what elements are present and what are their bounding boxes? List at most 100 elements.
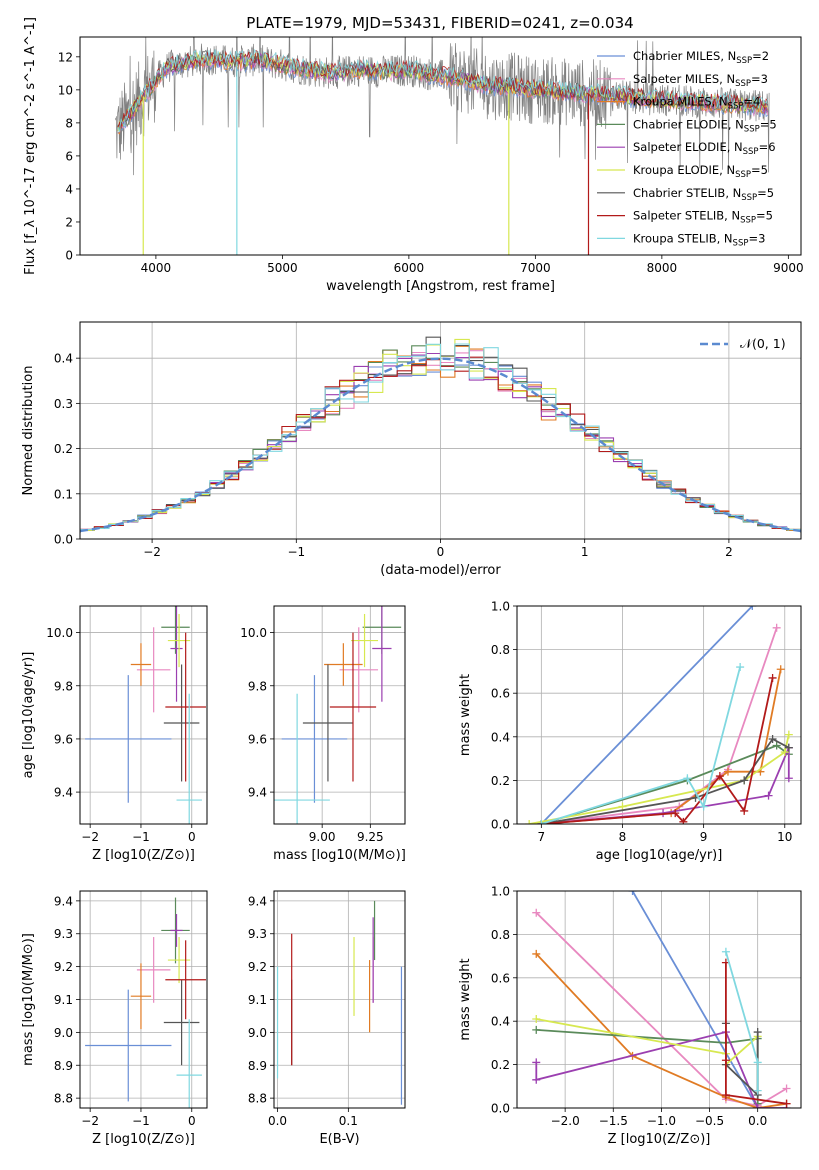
grid-lines [80,891,207,1108]
weight-series-kroupa_stelib [721,947,762,1095]
x-tick-label: −2 [81,1114,99,1128]
weight-line [541,677,774,824]
legend-sub: SSP [744,124,760,134]
plot-area [115,37,770,255]
weight-marker [532,949,541,958]
weight-marker [736,663,745,672]
weight-marker [772,623,781,632]
weight-marker [740,806,749,815]
legend-label-kroupa_elodie: Kroupa ELODIE, NSSP=5 [633,163,768,180]
y-tick-label: 0.0 [491,1102,510,1116]
x-tick-label: −1 [132,830,150,844]
legend-name: Kroupa ELODIE, N [633,163,735,177]
weight-line [631,891,759,1108]
y-tick-label: 0.1 [54,487,73,501]
weight-marker [721,1090,730,1099]
y-tick-label: 0.4 [491,1015,510,1029]
x-tick-label: −1 [132,1114,150,1128]
legend-label-salpeter_stelib: Salpeter STELIB, NSSP=5 [633,209,773,226]
weight-marker [768,734,777,743]
y-tick-label: 0.3 [54,397,73,411]
weight-series-kroupa_stelib [537,663,745,824]
y-tick-label: 0.6 [491,971,510,985]
errorbar-kroupa_stelib [176,693,202,824]
legend-label-gaussian: 𝒩(0, 1) [740,336,786,351]
errorbar-salpeter_stelib [165,940,206,1020]
errorbar-chabrier_stelib [163,979,200,1066]
legend-eq: =5 [760,117,777,131]
legend-name: Salpeter ELODIE, N [633,140,743,154]
y-tick-label: 9.1 [54,993,73,1007]
weight-marker [532,1075,541,1084]
weight-marker [537,820,546,824]
chart-residual-histogram: −2 −1 0 1 2 0.0 0.1 0.2 0.3 0.4 (data-model)/error… [21,321,802,578]
errorbar-kroupa_elodie [167,937,191,984]
errorbar-kroupa_miles [130,643,152,686]
y-tick-label: 9.8 [248,679,267,693]
axes-frame [516,890,802,1109]
y-tick-label: 9.8 [54,679,73,693]
legend-label-chabrier_miles: Chabrier MILES, NSSP=2 [633,49,769,66]
axes-frame [79,321,802,540]
legend-name: Kroupa STELIB, N [633,231,733,245]
x-tick-label: 0.0 [268,1114,287,1128]
x-tick-label: 2 [725,545,733,559]
y-tick-label: 9.4 [54,894,73,908]
errorbar-salpeter_miles [136,937,171,1003]
y-tick-label: 8.9 [248,1059,267,1073]
x-tick-label: 9.00 [309,830,336,844]
y-tick-label: 0.8 [491,928,510,942]
errorbar-chabrier_miles [85,675,172,803]
legend-name: Chabrier ELODIE, N [633,117,744,131]
x-tick-label: −0.5 [695,1114,724,1128]
weight-marker [753,1104,762,1108]
weight-marker [628,891,637,895]
legend-eq: =5 [756,209,773,223]
y-tick-label: 0.8 [491,643,510,657]
legend-eq: =2 [752,49,769,63]
plot-area [85,897,206,1108]
plot-area [274,606,402,824]
y-tick-label: 12 [58,50,73,64]
gaussian-curve [80,357,801,533]
legend-name: Salpeter STELIB, N [633,209,740,223]
y-tick-label: 0.0 [491,818,510,832]
errorbar-chabrier_stelib [163,664,200,782]
figure-title: PLATE=1979, MJD=53431, FIBERID=0241, z=0… [246,14,633,32]
weight-marker [753,1028,762,1037]
y-tick-label: 9.0 [248,1026,267,1040]
y-tick-label: 10 [58,83,73,97]
y-tick-label: 9.3 [54,927,73,941]
weight-marker [532,1015,541,1024]
axes-frame [273,605,406,825]
x-tick-label: 0 [188,1114,196,1128]
legend-name: Kroupa MILES, N [633,95,728,109]
weight-marker [683,774,692,783]
y-tick-label: 4 [65,182,73,196]
legend-label-salpeter_elodie: Salpeter ELODIE, NSSP=6 [633,140,776,157]
weight-marker [764,791,773,800]
errorbar-salpeter_miles [339,627,379,713]
x-tick-label: 8 [619,830,627,844]
weight-marker [782,1084,791,1093]
charts-layer: 4000 5000 6000 7000 8000 9000024681012wavelen… [21,17,804,1147]
weight-marker [748,606,757,610]
legend-sub: SSP [735,170,751,180]
errorbar-kroupa_miles [130,963,152,1030]
plot-area [276,900,403,1105]
chart-mass-weight-vs-age: 7 8 9 10 0.0 0.2 0.4 0.6 0.8 1.0 age [log10(age/yr… [458,600,802,863]
weight-line [541,744,790,824]
y-axis-label: age [log10(age/yr)] [21,652,36,779]
y-tick-label: 0.4 [491,730,510,744]
weight-line [540,606,753,824]
x-tick-label: 5000 [267,261,298,275]
legend-eq: =5 [757,186,774,200]
y-tick-label: 9.4 [248,894,267,908]
x-tick-label: 9 [700,830,708,844]
y-tick-label: 0 [65,249,73,263]
y-tick-label: 0.2 [54,442,73,456]
axes-frame [79,890,208,1109]
y-tick-label: 9.2 [54,960,73,974]
